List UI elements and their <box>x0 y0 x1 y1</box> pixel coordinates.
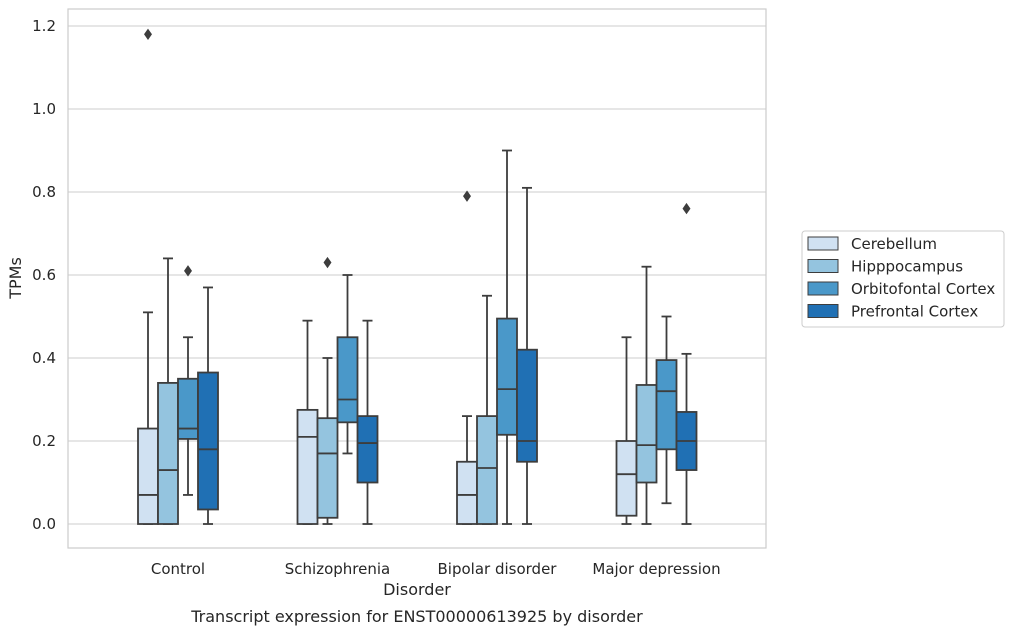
iqr-box <box>157 381 179 525</box>
iqr-box <box>615 440 638 517</box>
y-tick-label: 1.0 <box>32 100 56 118</box>
x-tick-label: Major depression <box>592 560 720 578</box>
y-tick-label: 0.2 <box>32 432 56 450</box>
outlier-marker <box>682 202 691 215</box>
legend-swatch <box>807 259 839 273</box>
y-tick-label: 0.4 <box>32 349 56 367</box>
outlier-marker <box>144 28 152 40</box>
legend-swatch <box>807 281 839 296</box>
x-axis-label: Disorder <box>383 580 451 599</box>
legend-frame <box>801 230 1005 328</box>
iqr-box <box>137 427 159 525</box>
y-tick-label: 1.2 <box>32 17 56 35</box>
outlier-marker <box>184 265 192 277</box>
iqr-box <box>336 336 359 424</box>
legend-label: Hipppocampus <box>851 258 963 276</box>
outlier-marker <box>463 190 471 202</box>
y-tick-label: 0.8 <box>32 183 56 201</box>
iqr-box <box>655 359 678 451</box>
y-axis-label: TPMs <box>6 257 25 300</box>
x-tick-label: Schizophrenia <box>285 560 390 578</box>
legend-label: Orbitofontal Cortex <box>851 280 995 298</box>
iqr-box <box>177 377 199 440</box>
legend-label: Prefrontal Cortex <box>851 303 978 321</box>
box-hipppocampus <box>316 256 339 525</box>
box-hipppocampus <box>476 294 498 525</box>
box-cerebellum <box>615 336 638 525</box>
box-series <box>137 28 698 525</box>
iqr-box <box>356 415 379 484</box>
plot-area-frame <box>67 8 767 549</box>
legend-swatch <box>807 304 839 318</box>
iqr-box <box>635 384 658 484</box>
iqr-box <box>456 460 478 525</box>
box-prefrontal-cortex <box>675 202 698 525</box>
box-cerebellum <box>137 28 159 525</box>
box-hipppocampus <box>635 265 658 525</box>
outlier-marker <box>323 256 332 269</box>
chart-caption: Transcript expression for ENST0000061392… <box>190 607 643 626</box>
box-prefrontal-cortex <box>516 186 538 525</box>
box-orbitofontal-cortex <box>336 274 359 455</box>
legend: Cerebellum Hipppocampus Orbitofontal Corte… <box>801 230 1005 328</box>
x-tick-label: Control <box>151 560 205 578</box>
y-tick-label: 0.6 <box>32 266 56 284</box>
gridlines <box>68 25 766 525</box>
box-prefrontal-cortex <box>356 319 379 525</box>
iqr-box <box>516 348 538 463</box>
iqr-box <box>296 408 319 525</box>
iqr-box <box>476 415 498 525</box>
iqr-box <box>197 371 219 511</box>
iqr-box <box>316 417 339 519</box>
legend-swatch <box>807 236 839 251</box>
y-tick-label: 0.0 <box>32 515 56 533</box>
iqr-box <box>496 317 518 436</box>
legend-label: Cerebellum <box>851 235 937 253</box>
box-cerebellum <box>296 319 319 525</box>
box-orbitofontal-cortex <box>177 265 199 496</box>
box-orbitofontal-cortex <box>655 315 678 505</box>
box-hipppocampus <box>157 257 179 525</box>
box-orbitofontal-cortex <box>496 149 518 525</box>
x-axis-ticks: Control Schizophrenia Bipolar disorder Majo… <box>151 560 721 578</box>
x-tick-label: Bipolar disorder <box>438 560 558 578</box>
y-axis-ticks: 0.0 0.2 0.4 0.6 0.8 1.0 1.2 <box>32 17 56 533</box>
box-prefrontal-cortex <box>197 286 219 525</box>
